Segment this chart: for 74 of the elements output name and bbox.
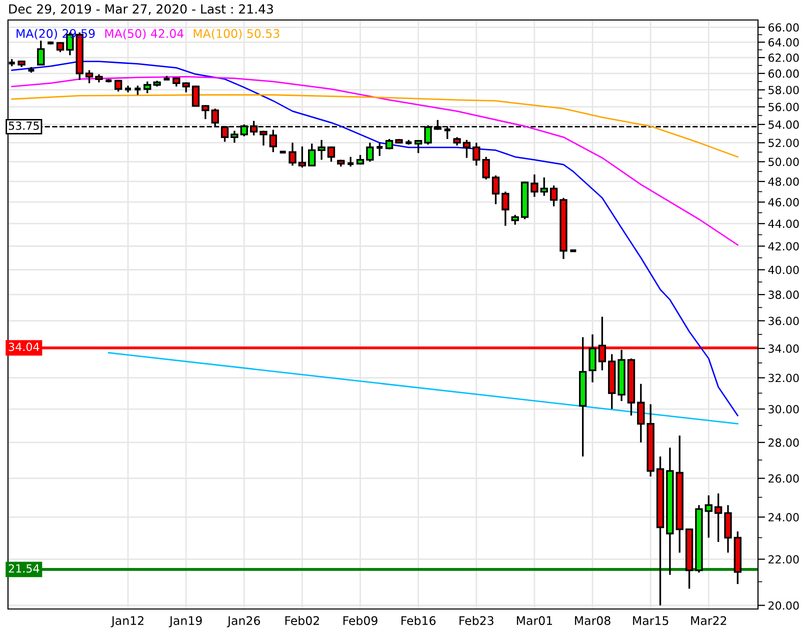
series-label: MA(20) 29.59 — [16, 28, 95, 40]
x-tick-label: Jan12 — [110, 616, 144, 628]
y-tick-label: 30.00 — [768, 405, 799, 414]
candlestick — [637, 383, 645, 444]
y-tick-label: 36.00 — [768, 316, 799, 326]
ref-line-label: 53.75 — [8, 122, 39, 130]
y-tick-label: 58.00 — [768, 86, 799, 94]
candlestick — [482, 156, 490, 180]
y-tick-label: 64.00 — [768, 38, 799, 47]
y-tick-label: 54.00 — [768, 120, 799, 129]
candlestick — [385, 138, 394, 150]
x-tick-label: Feb02 — [285, 616, 319, 626]
candlestick — [37, 40, 45, 66]
y-tick-label: 52.00 — [768, 138, 799, 148]
chart-title: Dec 29, 2019 - Mar 27, 2020 - Last : 21.43 — [9, 4, 273, 15]
candlestick — [588, 334, 596, 384]
candlestick — [511, 214, 519, 226]
y-tick-label: 66.00 — [768, 23, 799, 32]
candlestick — [298, 146, 306, 168]
x-tick-label: Jan26 — [226, 616, 260, 628]
x-tick-label: Mar01 — [516, 616, 552, 626]
y-tick-label: 44.00 — [768, 220, 799, 228]
candlestick — [192, 84, 200, 107]
x-tick-label: Feb23 — [460, 616, 494, 626]
y-tick-label: 48.00 — [768, 177, 799, 186]
x-tick-label: Mar08 — [575, 616, 610, 626]
candlestick — [540, 176, 548, 197]
x-tick-label: Jan19 — [168, 616, 202, 628]
y-tick-label: 22.00 — [768, 555, 799, 564]
text: MA(50) 42.04 — [105, 28, 184, 40]
y-tick-label: 24.00 — [768, 513, 799, 522]
y-tick-label: 60.00 — [768, 69, 799, 78]
candlestick — [308, 142, 316, 166]
y-tick-label: 40.00 — [768, 266, 799, 274]
candlestick — [346, 156, 355, 168]
candlestick — [288, 142, 296, 166]
candlestick — [202, 104, 210, 120]
y-tick-label: 46.00 — [768, 198, 799, 206]
x-tick-label: Feb16 — [402, 616, 436, 626]
candlestick — [472, 142, 480, 166]
y-tick-label: 56.00 — [768, 102, 799, 112]
y-tick-label: 34.00 — [768, 344, 799, 353]
candlestick — [366, 142, 374, 163]
y-tick-label: 32.00 — [768, 374, 799, 382]
ref-line-label: 21.54 — [8, 564, 40, 573]
y-tick-label: 50.00 — [768, 158, 799, 166]
y-tick-label: 38.00 — [768, 290, 799, 299]
x-tick-label: Mar22 — [691, 616, 726, 626]
candlestick — [598, 316, 606, 372]
y-tick-label: 20.00 — [768, 601, 799, 610]
x-tick-label: Feb09 — [343, 616, 378, 626]
candlestick — [414, 140, 422, 154]
candlestick — [327, 146, 336, 163]
y-tick-label: 62.00 — [768, 54, 799, 62]
candlestick — [492, 174, 500, 206]
y-tick-label: 42.00 — [768, 242, 799, 251]
candlestick — [714, 492, 722, 543]
ref-line-label: 34.04 — [8, 342, 40, 352]
candlestick — [230, 130, 238, 144]
y-tick-label: 26.00 — [768, 474, 799, 483]
candlestick — [502, 190, 510, 227]
candlestick — [318, 139, 326, 161]
candlestick — [704, 494, 712, 539]
candlestick — [269, 129, 277, 153]
candlestick — [462, 139, 471, 159]
text: MA(100) 50.53 — [194, 28, 280, 40]
x-tick-label: Mar15 — [633, 616, 668, 626]
candlestick — [144, 80, 152, 94]
candlestick — [85, 69, 94, 84]
candlestick — [56, 41, 64, 53]
y-tick-label: 28.00 — [768, 438, 799, 447]
candlestick — [550, 184, 558, 208]
candlestick — [260, 130, 268, 146]
candlestick — [530, 174, 538, 198]
